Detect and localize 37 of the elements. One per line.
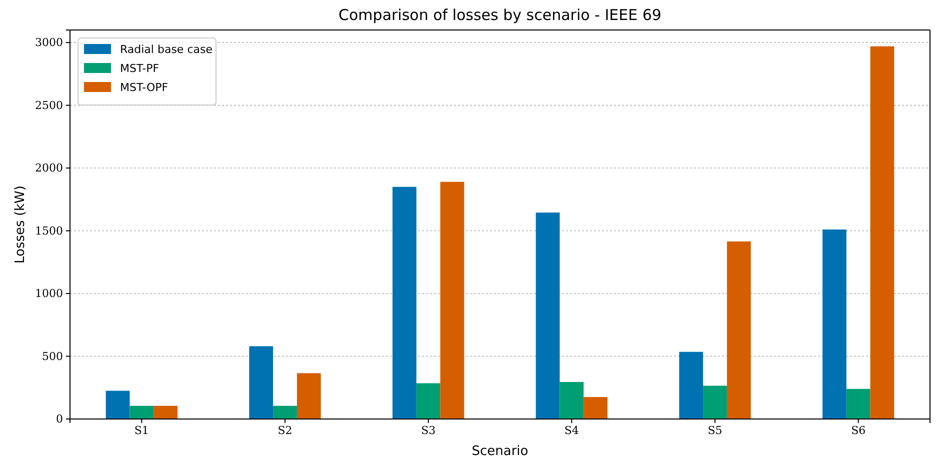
bar <box>846 388 870 419</box>
bar <box>249 346 274 419</box>
bar <box>130 406 154 419</box>
bar <box>106 390 130 419</box>
bar <box>822 230 846 419</box>
y-tick-label: 3000 <box>35 36 63 50</box>
x-tick-label: S2 <box>278 424 292 437</box>
bar <box>560 382 584 419</box>
y-tick-label: 0 <box>56 412 63 426</box>
bar <box>726 241 751 419</box>
x-tick-label: S5 <box>708 424 722 437</box>
legend-label: MST-PF <box>120 62 160 75</box>
bar <box>870 46 894 419</box>
bar <box>536 212 560 419</box>
x-tick-label: S3 <box>421 424 436 437</box>
bar <box>392 186 416 419</box>
chart-title: Comparison of losses by scenario - IEEE 69 <box>338 6 662 24</box>
x-axis-title: Scenario <box>472 444 528 459</box>
bar <box>273 406 297 419</box>
bar <box>584 397 608 419</box>
legend-label: MST-OPF <box>120 81 168 94</box>
x-tick-label: S4 <box>564 424 579 437</box>
bar <box>679 352 704 419</box>
y-tick-label: 500 <box>42 350 63 363</box>
y-tick-label: 2500 <box>35 98 63 112</box>
bar <box>703 386 727 419</box>
bar <box>416 383 440 419</box>
y-tick-label: 2000 <box>35 162 63 175</box>
y-tick-label: 1500 <box>35 224 63 238</box>
bar <box>296 373 321 419</box>
x-tick-label: S1 <box>134 424 149 437</box>
bar <box>154 406 178 419</box>
y-tick-label: 1000 <box>35 287 63 300</box>
bar <box>440 182 464 419</box>
legend-label: Radial base case <box>120 43 213 56</box>
x-tick-label: S6 <box>851 424 866 437</box>
y-axis-title: Losses (kW) <box>13 186 28 264</box>
